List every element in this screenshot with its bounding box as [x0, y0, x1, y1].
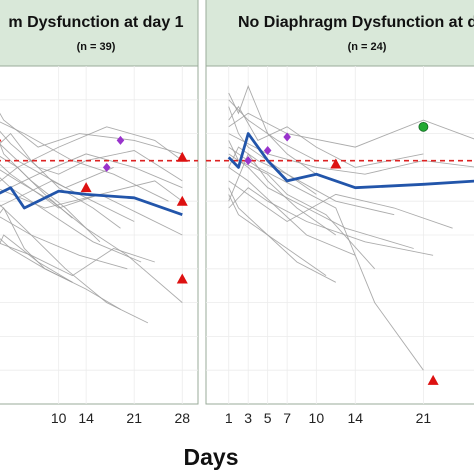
strip-subtitle: (n = 39) [77, 41, 116, 53]
individual-lines [228, 85, 474, 371]
triangle-marker [176, 151, 188, 162]
individual-line [0, 180, 135, 222]
individual-line [228, 112, 474, 148]
x-tick-label: 10 [51, 410, 67, 426]
x-tick-labels: 10 14 21 28 [51, 410, 190, 426]
mean-line [0, 186, 183, 217]
individual-line [0, 216, 128, 270]
panel-no-dysfunction: No Diaphragm Dysfunction at da (n = 24) … [205, 0, 474, 426]
triangle-marker [0, 138, 2, 142]
individual-line [0, 132, 121, 229]
grid [206, 66, 474, 404]
individual-line [0, 234, 73, 283]
individual-line [0, 153, 183, 193]
individual-line [0, 126, 183, 168]
individual-line [228, 85, 317, 175]
individual-line [0, 242, 155, 277]
x-tick-label: 3 [244, 410, 252, 426]
individual-line [228, 140, 376, 270]
strip-background [0, 0, 199, 67]
x-tick-label: 14 [347, 410, 363, 426]
x-axis-title: Days [184, 444, 239, 470]
individual-line [0, 177, 142, 263]
strip-background [205, 0, 474, 67]
individual-line [228, 99, 317, 161]
diamond-marker [244, 156, 252, 166]
individual-line [0, 163, 183, 236]
x-tick-label: 21 [126, 410, 142, 426]
markers [244, 121, 439, 385]
individual-line [0, 130, 183, 182]
circle-marker [418, 121, 429, 132]
triangle-marker [427, 374, 439, 385]
individual-line [0, 142, 101, 243]
individual-line [0, 238, 121, 310]
triangle-marker [176, 195, 188, 206]
individual-line [0, 112, 183, 155]
x-tick-label: 7 [283, 410, 291, 426]
individual-line [228, 187, 434, 256]
individual-line [228, 152, 337, 236]
diamond-marker [283, 132, 291, 142]
x-tick-label: 5 [264, 410, 272, 426]
individual-line [228, 153, 414, 249]
diamond-marker [263, 146, 272, 155]
x-tick-label: 14 [78, 410, 94, 426]
x-tick-labels: 1 3 5 7 10 14 21 [225, 410, 432, 426]
individual-line [228, 146, 424, 371]
markers [0, 135, 188, 284]
x-tick-label: 28 [174, 410, 190, 426]
x-tick-label: 1 [225, 410, 233, 426]
strip-subtitle: (n = 24) [348, 41, 387, 53]
diamond-marker [102, 162, 111, 172]
individual-line [228, 105, 424, 168]
individual-line [228, 180, 453, 229]
triangle-marker [80, 182, 92, 193]
strip-title: No Diaphragm Dysfunction at da [238, 14, 474, 31]
x-tick-label: 10 [309, 410, 325, 426]
mean-line [227, 132, 474, 190]
strip-title: m Dysfunction at day 1 [8, 14, 183, 31]
triangle-marker [330, 158, 342, 169]
individual-line [0, 143, 114, 189]
triangle-marker [176, 273, 188, 284]
panel-dysfunction: m Dysfunction at day 1 (n = 39) 10 14 21 28 [0, 0, 199, 426]
diamond-marker [116, 135, 125, 145]
individual-line [228, 167, 356, 256]
individual-line [228, 194, 327, 276]
x-tick-label: 21 [416, 410, 432, 426]
